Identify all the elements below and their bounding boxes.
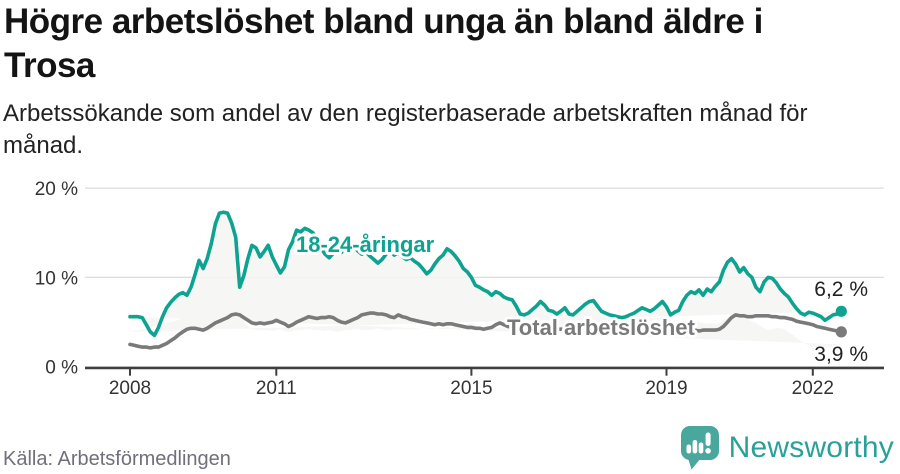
page-title: Högre arbetslöshet bland unga än bland ä…	[4, 0, 900, 88]
chart-subtitle: Arbetssökande som andel av den registerb…	[3, 98, 863, 162]
chart-subtitle-line1: Arbetssökande som andel av den registerb…	[3, 100, 808, 127]
chart-subtitle-line2: månad.	[3, 132, 84, 159]
logo-exclamation-dot	[704, 448, 711, 454]
total-line	[128, 311, 844, 350]
page-title-line1: Högre arbetslöshet bland unga än bland ä…	[4, 2, 763, 41]
logo-bar-2	[692, 440, 697, 454]
x-tick-label-2015: 2015	[450, 378, 492, 399]
youth-line	[128, 210, 844, 338]
area-between-series	[130, 212, 842, 348]
logo-bar-1	[686, 444, 691, 454]
youth-end-dot	[835, 305, 847, 317]
x-tick-label-2022: 2022	[792, 378, 834, 399]
newsworthy-logo-icon	[680, 426, 719, 470]
y-tick-label-20: 20 %	[35, 179, 78, 200]
logo-exclamation-bar	[705, 432, 711, 446]
youth-series-label: 18-24-åringar	[296, 232, 435, 257]
source-text: Källa: Arbetsförmedlingen	[3, 448, 231, 470]
y-tick-label-10: 10 %	[35, 268, 78, 289]
y-tick-label-0: 0 %	[45, 358, 78, 379]
total-end-dot	[835, 326, 847, 338]
newsworthy-wordmark: Newsworthy	[728, 431, 894, 464]
x-tick-label-2011: 2011	[256, 378, 297, 399]
page-title-line2: Trosa	[4, 46, 95, 85]
newsworthy-logo: Newsworthy	[680, 426, 894, 470]
logo-bubble-tail	[687, 458, 701, 470]
youth-end-value: 6,2 %	[814, 278, 868, 301]
logo-bar-3	[698, 442, 703, 454]
x-tick-label-2008: 2008	[109, 378, 151, 399]
x-tick-label-2019: 2019	[645, 378, 687, 399]
total-end-value: 3,9 %	[814, 343, 868, 366]
total-series-label: Total arbetslöshet	[507, 315, 696, 340]
